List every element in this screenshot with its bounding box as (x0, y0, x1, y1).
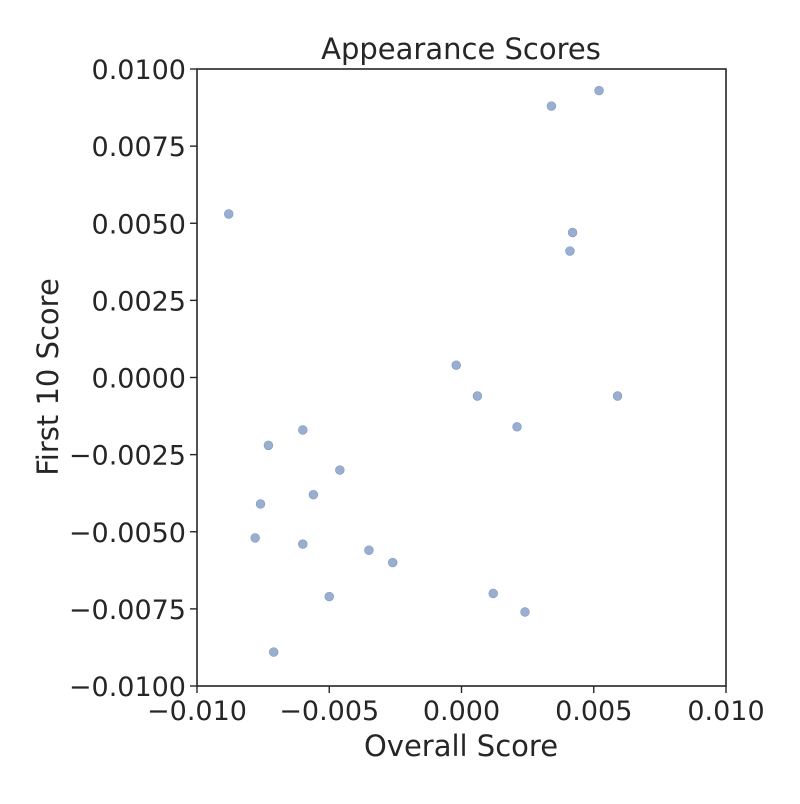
points-layer (224, 85, 623, 657)
data-point (308, 490, 319, 500)
data-point (324, 591, 334, 602)
data-point (298, 539, 308, 549)
ticks-layer: −0.010 −0.005 0.000 0.005 0.010 −0.0100 −0.007… (69, 55, 765, 727)
y-tick-label: −0.0100 (69, 672, 186, 703)
x-tick-label: −0.010 (147, 696, 247, 727)
data-point (388, 557, 398, 568)
x-axis-label: Overall Score (364, 729, 558, 763)
y-tick-label: 0.0100 (92, 55, 186, 86)
data-point (488, 588, 498, 599)
y-tick-label: 0.0000 (92, 364, 186, 395)
y-axis-label: First 10 Score (31, 278, 65, 476)
data-point (364, 545, 374, 555)
data-point (520, 607, 530, 617)
data-point (512, 422, 522, 432)
data-point (594, 85, 604, 96)
y-tick-label: 0.0050 (92, 209, 186, 240)
data-point (451, 360, 461, 370)
y-tick-label: −0.0050 (69, 518, 186, 549)
plot-frame (196, 68, 727, 687)
data-point (612, 391, 623, 401)
x-tick-label: −0.005 (279, 696, 379, 727)
x-tick-label: 0.010 (687, 696, 764, 727)
data-point (567, 227, 578, 238)
data-point (224, 209, 234, 219)
x-tick-label: 0.005 (555, 696, 632, 727)
data-point (335, 465, 345, 475)
y-tick-label: 0.0075 (92, 132, 186, 163)
data-point (269, 647, 279, 657)
y-tick-label: −0.0075 (69, 595, 186, 626)
data-point (255, 499, 266, 509)
y-tick-label: −0.0025 (69, 441, 186, 472)
data-point (565, 246, 575, 256)
data-point (250, 533, 260, 543)
data-point (472, 391, 483, 401)
y-tick-label: 0.0025 (92, 286, 186, 317)
data-point (298, 425, 308, 435)
data-point (263, 440, 274, 451)
x-tick-label: 0.000 (423, 696, 500, 727)
chart-title: Appearance Scores (321, 32, 601, 66)
data-point (546, 101, 557, 111)
